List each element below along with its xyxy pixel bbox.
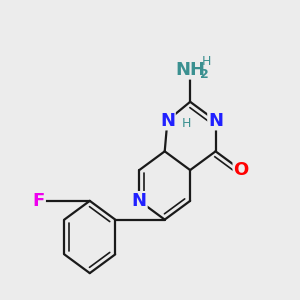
Text: N: N <box>208 112 223 130</box>
Text: O: O <box>233 161 249 179</box>
Text: H: H <box>182 117 191 130</box>
Text: NH: NH <box>175 61 205 79</box>
Text: F: F <box>33 192 45 210</box>
Text: N: N <box>132 192 147 210</box>
Text: H: H <box>202 55 211 68</box>
Text: N: N <box>160 112 175 130</box>
Text: 2: 2 <box>200 68 209 81</box>
